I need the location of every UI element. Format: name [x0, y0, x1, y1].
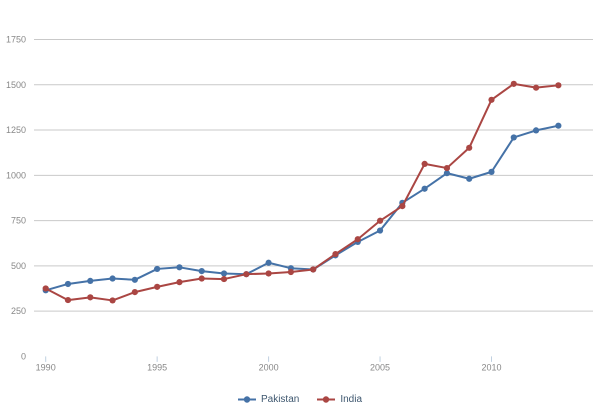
data-point-india-2010[interactable] — [488, 96, 495, 103]
data-point-india-2004[interactable] — [354, 236, 361, 243]
data-point-pakistan-1991[interactable] — [64, 280, 72, 288]
data-point-india-2006[interactable] — [399, 202, 406, 210]
y-axis-label-0: 0 — [21, 351, 26, 361]
data-point-pakistan-2005[interactable] — [376, 227, 384, 234]
data-point-india-2011[interactable] — [510, 80, 517, 87]
legend-item-pakistan[interactable]: Pakistan — [237, 394, 300, 405]
data-point-india-2007[interactable] — [421, 160, 428, 168]
data-point-india-1998[interactable] — [220, 275, 228, 283]
x-axis-label-2010: 2010 — [481, 362, 501, 372]
data-point-india-1997[interactable] — [198, 275, 205, 282]
data-point-pakistan-1996[interactable] — [176, 264, 183, 271]
x-axis-label-1990: 1990 — [36, 362, 56, 372]
data-point-india-2008[interactable] — [443, 164, 451, 172]
legend: Pakistan India — [0, 394, 600, 405]
y-axis-label-500: 500 — [11, 261, 26, 271]
data-point-pakistan-1995[interactable] — [154, 265, 161, 273]
x-axis-label-2000: 2000 — [259, 362, 279, 372]
y-axis-label-250: 250 — [11, 306, 26, 316]
data-point-pakistan-2000[interactable] — [265, 259, 272, 266]
data-point-pakistan-1998[interactable] — [220, 270, 228, 277]
data-point-india-2003[interactable] — [332, 250, 339, 258]
y-axis-label-750: 750 — [11, 216, 26, 226]
data-point-pakistan-1997[interactable] — [198, 268, 205, 275]
y-axis-label-1250: 1250 — [6, 125, 26, 135]
y-axis-label-1500: 1500 — [6, 80, 26, 90]
pakistan-series-marker-icon — [237, 395, 256, 404]
data-point-india-2005[interactable] — [376, 217, 384, 224]
data-point-india-2001[interactable] — [287, 268, 294, 276]
data-point-pakistan-2012[interactable] — [532, 127, 540, 134]
legend-label-pakistan: Pakistan — [260, 394, 300, 405]
data-point-india-1991[interactable] — [64, 296, 72, 304]
data-point-pakistan-1994[interactable] — [131, 276, 138, 283]
data-point-pakistan-1993[interactable] — [109, 275, 116, 282]
series-line-pakistan — [44, 124, 560, 292]
data-point-india-1999[interactable] — [243, 271, 250, 278]
data-point-india-1994[interactable] — [131, 289, 138, 296]
y-axis-label-1750: 1750 — [6, 35, 26, 45]
data-point-pakistan-2010[interactable] — [488, 168, 495, 175]
legend-item-india[interactable]: India — [317, 394, 362, 405]
data-point-pakistan-2009[interactable] — [466, 175, 473, 182]
data-point-india-1990[interactable] — [42, 285, 49, 292]
data-point-pakistan-2011[interactable] — [510, 134, 517, 141]
data-point-india-2000[interactable] — [265, 270, 272, 277]
data-point-india-1992[interactable] — [87, 294, 94, 301]
x-axis-label-1995: 1995 — [147, 362, 167, 372]
data-point-india-2013[interactable] — [555, 82, 562, 89]
data-point-india-2012[interactable] — [532, 84, 540, 91]
data-point-pakistan-2013[interactable] — [555, 122, 562, 129]
series-line-india — [44, 82, 560, 302]
y-axis-label-1000: 1000 — [6, 170, 26, 180]
india-series-marker-icon — [317, 395, 336, 404]
legend-label-india: India — [340, 394, 363, 405]
data-point-pakistan-2008[interactable] — [443, 170, 451, 177]
data-point-pakistan-2007[interactable] — [421, 185, 428, 192]
x-axis-label-2005: 2005 — [370, 362, 390, 372]
data-point-india-1993[interactable] — [109, 297, 116, 304]
data-point-pakistan-1992[interactable] — [87, 277, 94, 284]
data-point-india-1996[interactable] — [176, 279, 183, 286]
data-point-india-1995[interactable] — [154, 283, 161, 290]
data-point-india-2002[interactable] — [310, 266, 317, 273]
data-point-india-2009[interactable] — [466, 144, 473, 151]
